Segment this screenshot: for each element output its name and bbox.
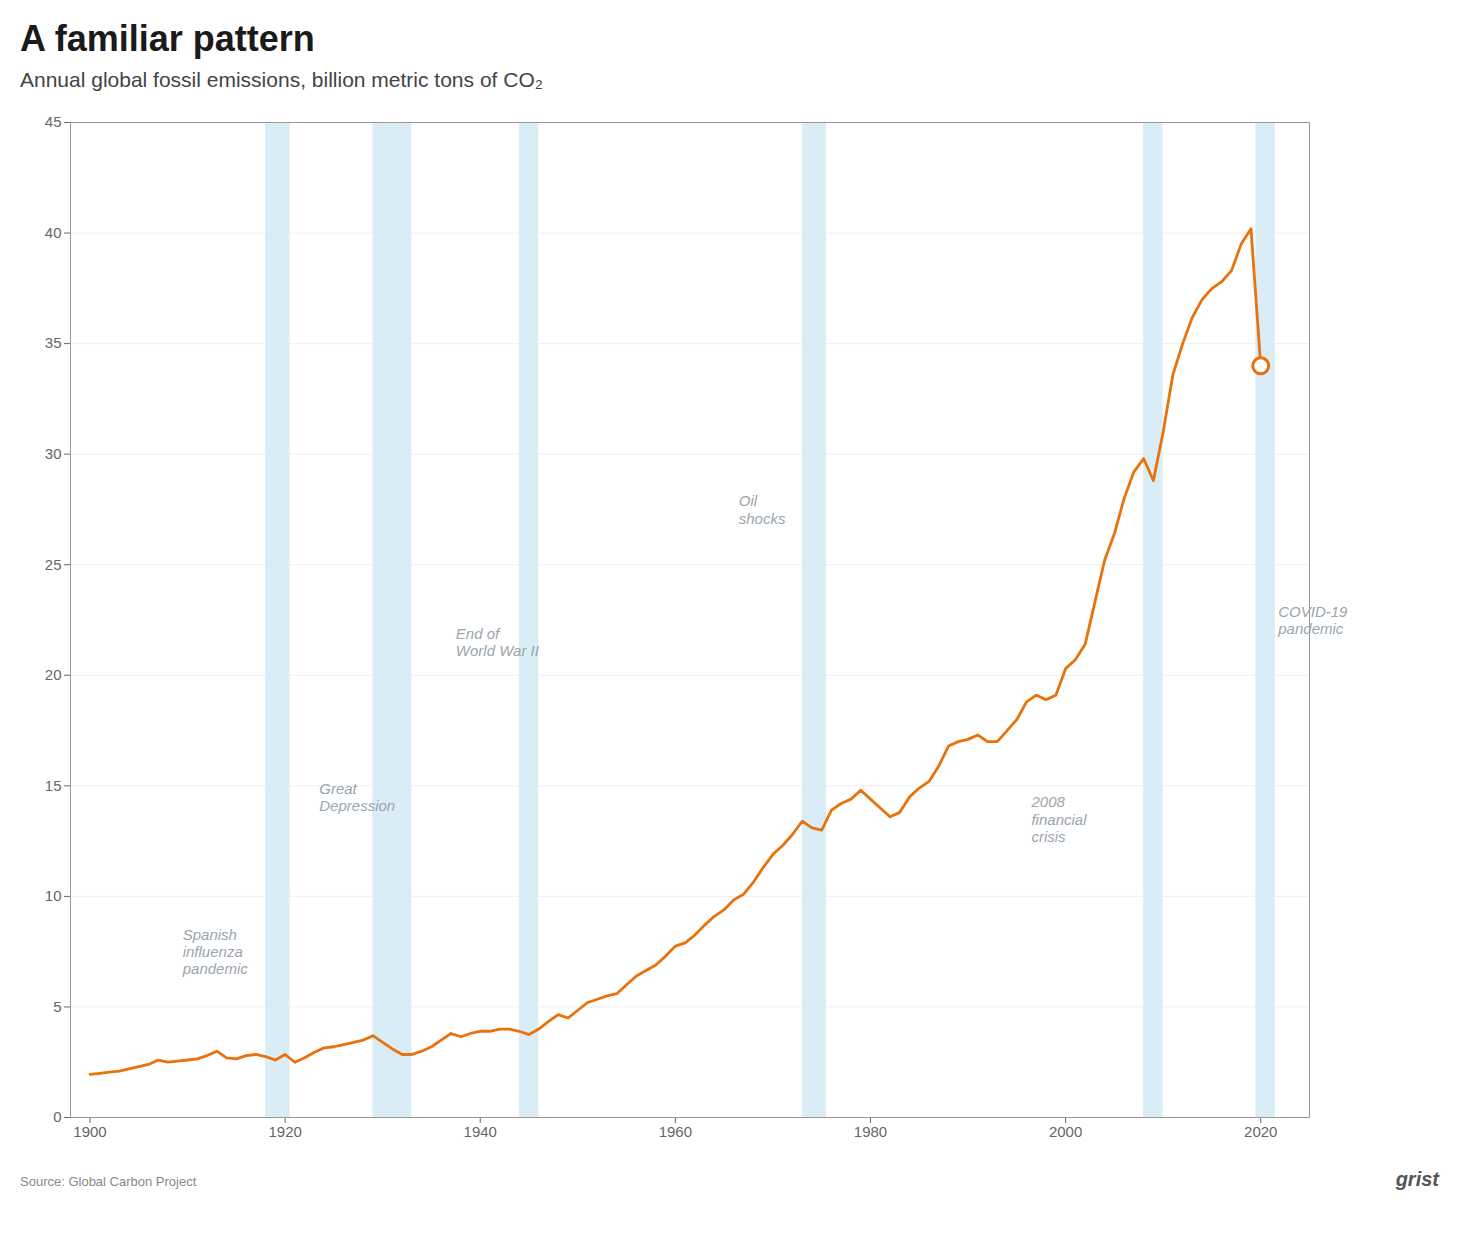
svg-text:10: 10 <box>45 887 62 904</box>
svg-text:40: 40 <box>45 224 62 241</box>
svg-text:1920: 1920 <box>268 1123 301 1140</box>
svg-text:COVID-19pandemic: COVID-19pandemic <box>1277 603 1348 637</box>
svg-text:2020: 2020 <box>1244 1123 1277 1140</box>
svg-text:Spanishinfluenzapandemic: Spanishinfluenzapandemic <box>182 926 249 978</box>
svg-text:25: 25 <box>45 556 62 573</box>
svg-text:End ofWorld War II: End ofWorld War II <box>456 625 539 659</box>
svg-text:1980: 1980 <box>854 1123 887 1140</box>
html-text:grist: grist <box>1395 1168 1439 1190</box>
svg-text:30: 30 <box>45 445 62 462</box>
html-text:Source: Global Carbon Project: Source: Global Carbon Project <box>20 1174 197 1189</box>
svg-text:Oilshocks: Oilshocks <box>739 492 786 526</box>
svg-text:1940: 1940 <box>464 1123 497 1140</box>
svg-text:1900: 1900 <box>73 1123 106 1140</box>
svg-text:45: 45 <box>45 113 62 130</box>
svg-text:5: 5 <box>53 998 61 1015</box>
svg-text:35: 35 <box>45 334 62 351</box>
svg-text:2000: 2000 <box>1049 1123 1082 1140</box>
html-text:A familiar pattern: A familiar pattern <box>20 18 315 59</box>
svg-text:0: 0 <box>53 1108 61 1125</box>
svg-text:1960: 1960 <box>659 1123 692 1140</box>
svg-text:2008financialcrisis: 2008financialcrisis <box>1030 793 1087 845</box>
svg-text:20: 20 <box>45 666 62 683</box>
svg-text:15: 15 <box>45 777 62 794</box>
svg-text:GreatDepression: GreatDepression <box>319 780 395 814</box>
html-text:Annual global fossil emissions: Annual global fossil emissions, billion … <box>20 68 543 91</box>
